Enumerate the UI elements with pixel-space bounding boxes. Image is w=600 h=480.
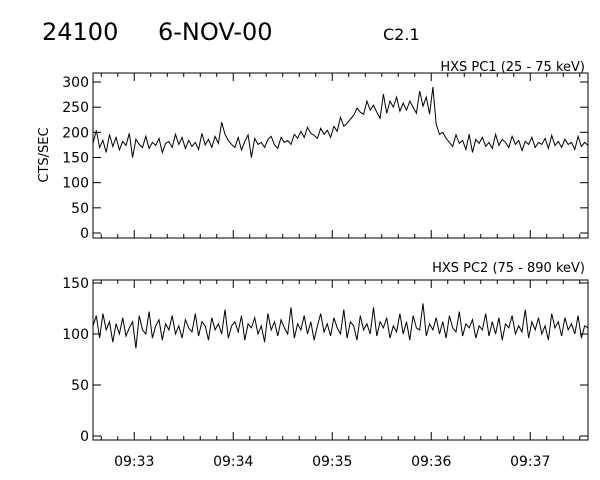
ytick-label: 300 [62,75,89,91]
ytick-label: 0 [80,429,89,445]
header-date: 6-NOV-00 [158,18,273,46]
panel-pc2-title: HXS PC2 (75 - 890 keV) [432,261,585,276]
panel-pc2-frame [92,279,589,441]
panel-pc2-yaxis: 0 50 100 150 [62,276,588,445]
panel-pc1-title: HXS PC1 (25 - 75 keV) [440,60,585,75]
xtick-label: 09:35 [312,454,352,470]
ytick-label: 150 [62,276,89,292]
ytick-label: 0 [80,226,89,242]
xtick-label: 09:34 [213,454,253,470]
panel-pc1-frame [92,72,589,239]
panel-pc1: HXS PC1 (25 - 75 keV) CTS/SEC 0 50 100 150 2… [37,60,589,242]
header-class: C2.1 [383,25,420,44]
panel-pc1-ylabel: CTS/SEC [37,127,52,182]
panel-pc1-yaxis: 0 50 100 150 200 250 300 [62,75,588,242]
xtick-label: 09:36 [411,454,451,470]
ytick-label: 250 [62,100,89,116]
xtick-label: 09:37 [510,454,550,470]
xtick-label: 09:33 [114,454,154,470]
ytick-label: 150 [62,151,89,167]
panel-pc1-series-line [92,86,589,158]
ytick-label: 100 [62,176,89,192]
ytick-label: 50 [71,201,89,217]
ytick-label: 200 [62,125,89,141]
ytick-label: 50 [71,378,89,394]
header-id: 24100 [42,18,118,46]
ytick-label: 100 [62,327,89,343]
panel-pc1-xaxis [100,73,581,238]
panel-pc2-xaxis: 09:33 09:34 09:35 09:36 09:37 [100,280,581,470]
panel-pc2-series-line [92,303,589,349]
